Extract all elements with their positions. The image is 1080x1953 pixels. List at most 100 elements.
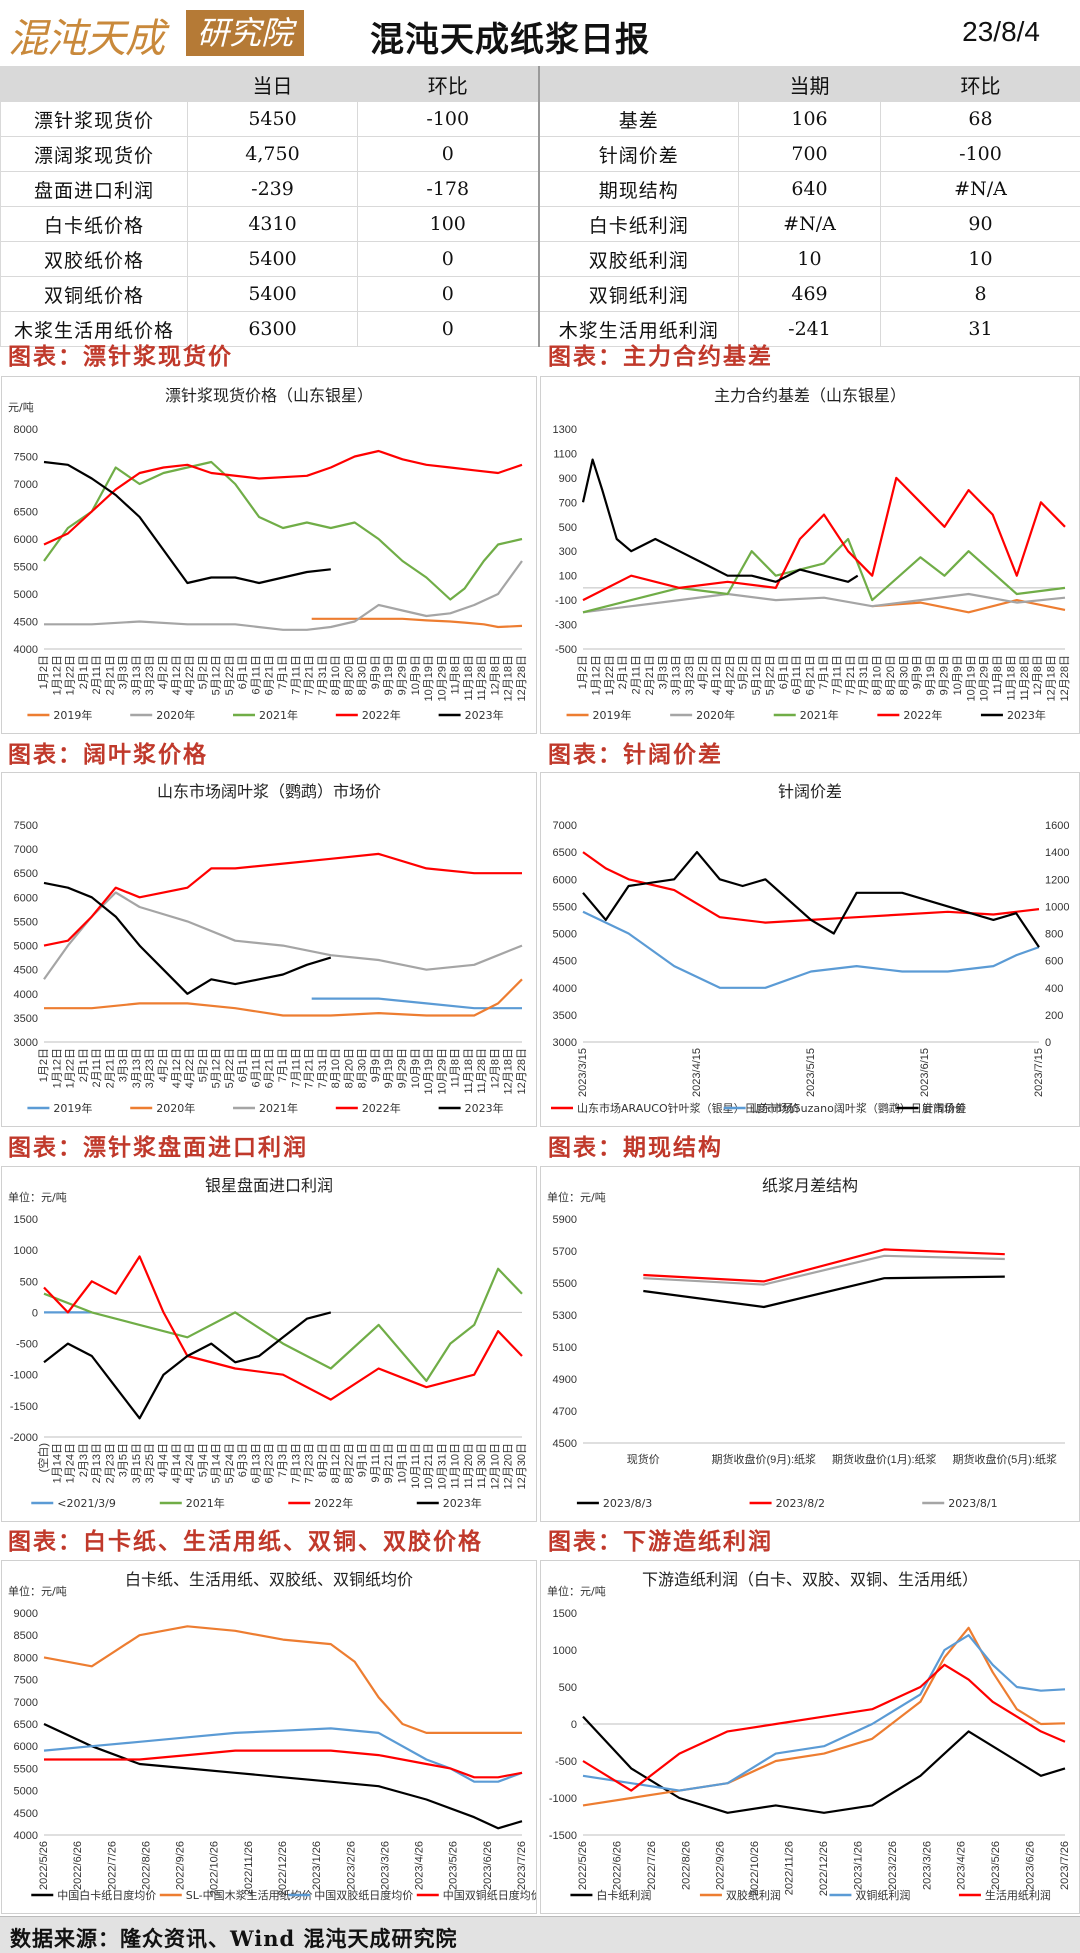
x-tick-label: 9月21日 bbox=[383, 1443, 395, 1483]
x-tick-label: 8月20日 bbox=[343, 1048, 355, 1088]
y-tick-label: 6500 bbox=[14, 507, 38, 519]
y-tick-label: 4700 bbox=[553, 1406, 577, 1418]
legend-label: 2021年 bbox=[800, 708, 839, 722]
x-tick-label: 2022/10/26 bbox=[749, 1841, 761, 1896]
report-date: 23/8/4 bbox=[962, 16, 1040, 48]
y-tick-label: 6000 bbox=[14, 1741, 38, 1753]
y-tick-label: 7000 bbox=[553, 820, 577, 832]
series-line bbox=[44, 1312, 331, 1418]
section-title-basis: 图表：主力合约基差 bbox=[540, 340, 1078, 374]
report-header: 混沌天成 研究院 混沌天成纸浆日报 23/8/4 bbox=[0, 0, 1080, 66]
y-tick-label: 900 bbox=[559, 473, 577, 485]
legend-label: 双胶纸利润 bbox=[726, 1888, 781, 1902]
x-tick-label: 10月29日 bbox=[979, 655, 991, 701]
x-tick-label: 12月20日 bbox=[503, 1443, 515, 1489]
cell-value: #N/A bbox=[739, 207, 881, 242]
x-tick-label: 2022/11/26 bbox=[784, 1841, 796, 1895]
x-tick-label: 12月28日 bbox=[516, 655, 528, 701]
cell-value: 0 bbox=[358, 137, 539, 172]
x-tick-label: 10月9日 bbox=[410, 1048, 422, 1088]
x-tick-label: 2022/10/26 bbox=[209, 1841, 221, 1896]
x-tick-label: 5月4日 bbox=[197, 1443, 209, 1477]
legend-label: 双铜纸利润 bbox=[855, 1888, 910, 1902]
x-tick-label: 12月28日 bbox=[516, 1048, 528, 1094]
x-tick-label: 5月12日 bbox=[211, 655, 223, 695]
x-tick-label: 2月21日 bbox=[644, 655, 656, 695]
y-tick-label: -1500 bbox=[10, 1401, 38, 1413]
x-tick-label: 8月30日 bbox=[357, 1048, 369, 1088]
x-tick-label: 9月9日 bbox=[370, 655, 382, 689]
x-tick-label: 2022/5/26 bbox=[38, 1841, 50, 1890]
x-tick-label: 4月22日 bbox=[724, 655, 736, 695]
y-tick-label: 4000 bbox=[14, 1830, 38, 1842]
x-tick-label: 1月14日 bbox=[51, 1443, 63, 1483]
x-tick-label: 10月9日 bbox=[952, 655, 964, 695]
y2-tick-label: 0 bbox=[1045, 1037, 1051, 1049]
x-tick-label: 12月18日 bbox=[503, 655, 515, 701]
row-label: 漂阔浆现货价 bbox=[1, 137, 188, 172]
y2-tick-label: 600 bbox=[1045, 956, 1063, 968]
table-header-cell: 当日 bbox=[188, 67, 358, 102]
y-tick-label: -300 bbox=[555, 620, 577, 632]
y-tick-label: -100 bbox=[555, 595, 577, 607]
row-label: 双胶纸利润 bbox=[539, 242, 739, 277]
x-tick-label: 2022/9/26 bbox=[715, 1841, 727, 1890]
x-tick-label: 2023/3/15 bbox=[577, 1048, 589, 1097]
series-line bbox=[44, 883, 331, 994]
chart-title: 山东市场阔叶浆（鹦鹉）市场价 bbox=[157, 782, 381, 801]
x-tick-label: 7月31日 bbox=[317, 655, 329, 695]
y-tick-label: 5100 bbox=[553, 1342, 577, 1354]
x-tick-label: 4月24日 bbox=[184, 1443, 196, 1483]
x-tick-label: 7月1日 bbox=[277, 655, 289, 689]
y-tick-label: 7000 bbox=[14, 479, 38, 491]
cell-value: -100 bbox=[358, 102, 539, 137]
cell-value: 90 bbox=[881, 207, 1080, 242]
y-tick-label: -2000 bbox=[10, 1432, 38, 1444]
row-label: 期现结构 bbox=[539, 172, 739, 207]
y-tick-label: 8000 bbox=[14, 1652, 38, 1664]
y-tick-label: 1100 bbox=[553, 448, 577, 460]
x-tick-label: 11月18日 bbox=[1005, 655, 1017, 701]
x-tick-label: 2023/3/26 bbox=[921, 1841, 933, 1890]
y-tick-label: 6000 bbox=[14, 534, 38, 546]
y-tick-label: 4000 bbox=[553, 983, 577, 995]
x-tick-label: 2022/12/26 bbox=[818, 1841, 830, 1896]
x-tick-label: 6月11日 bbox=[791, 655, 803, 695]
y-tick-label: -500 bbox=[16, 1339, 38, 1351]
y-tick-label: 4500 bbox=[14, 617, 38, 629]
series-line bbox=[643, 1256, 1005, 1285]
series-line bbox=[44, 1626, 522, 1733]
x-tick-label: 6月11日 bbox=[250, 655, 262, 695]
x-tick-label: 2月23日 bbox=[104, 1443, 116, 1483]
x-tick-label: 4月14日 bbox=[171, 1443, 183, 1483]
y-tick-label: -1500 bbox=[549, 1830, 577, 1842]
x-tick-label: 8月10日 bbox=[872, 655, 884, 695]
cell-value: 469 bbox=[739, 277, 881, 312]
cell-value: 68 bbox=[881, 102, 1080, 137]
cell-value: #N/A bbox=[881, 172, 1080, 207]
x-tick-label: 2月1日 bbox=[78, 655, 90, 689]
x-tick-label: 5月2日 bbox=[738, 655, 750, 689]
y-tick-label: 9000 bbox=[14, 1608, 38, 1620]
unit-label: 单位：元/吨 bbox=[8, 1584, 67, 1598]
x-tick-label: 8月30日 bbox=[357, 655, 369, 695]
chart-svg-c6: 纸浆月差结构单位：元/吨4500470049005100530055005700… bbox=[541, 1167, 1079, 1521]
logo-box: 研究院 bbox=[186, 10, 304, 56]
y-tick-label: 3000 bbox=[553, 1037, 577, 1049]
y-tick-label: 4900 bbox=[553, 1374, 577, 1386]
y-tick-label: 5500 bbox=[553, 901, 577, 913]
y-tick-label: 100 bbox=[559, 571, 577, 583]
series-line bbox=[583, 1635, 1065, 1790]
unit-label: 单位：元/吨 bbox=[547, 1190, 606, 1204]
y-tick-label: 1500 bbox=[553, 1608, 577, 1620]
x-tick-label: 8月20日 bbox=[343, 655, 355, 695]
y-tick-label: 6000 bbox=[553, 874, 577, 886]
legend-label: 生活用纸利润 bbox=[985, 1888, 1051, 1902]
x-tick-label: 8月30日 bbox=[898, 655, 910, 695]
x-tick-label: 4月4日 bbox=[158, 1443, 170, 1477]
cell-value: 10 bbox=[739, 242, 881, 277]
chart-paper-profit: 下游造纸利润（白卡、双胶、双铜、生活用纸）单位：元/吨-1500-1000-50… bbox=[540, 1560, 1080, 1914]
